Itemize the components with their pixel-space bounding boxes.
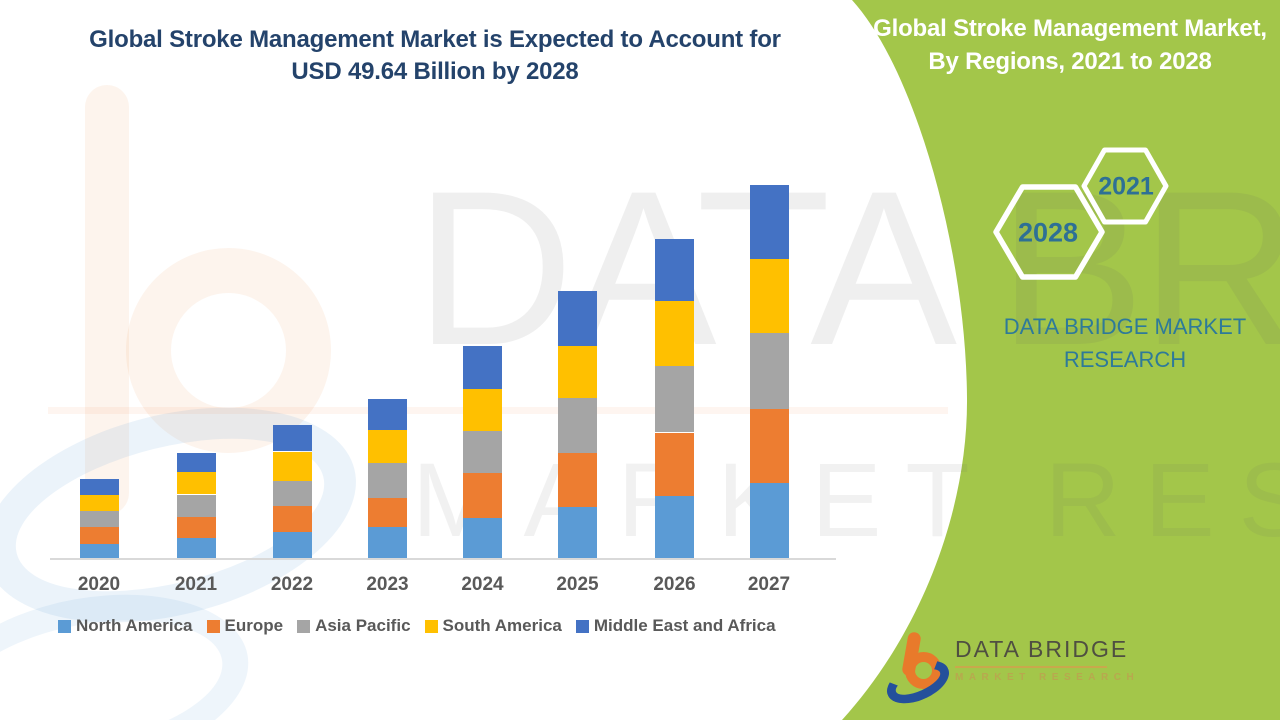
bar-segment-asia-pacific [655,366,694,433]
x-axis-label: 2027 [747,574,791,595]
bar-segment-south-america [272,451,312,481]
data-bridge-logo: DATA BRIDGE MARKET RESEARCH [880,630,1153,712]
bar-segment-south-america [368,429,407,464]
x-axis-line [50,558,836,560]
legend-label: South America [442,616,562,635]
bar-segment-north-america [655,495,694,559]
bar-segment-middle-east-and-africa [79,478,119,495]
bar-segment-asia-pacific [272,480,312,507]
bar-segment-europe [463,472,502,518]
bar-segment-europe [79,527,119,544]
bar-segment-south-america [79,494,119,512]
logo-underline [955,666,1107,668]
bar-segment-south-america [463,388,502,431]
bar-segment-south-america [558,345,597,398]
bar-segment-europe [558,452,597,507]
legend-label: Asia Pacific [315,616,411,635]
side-panel-heading-line1: Global Stroke Management Market, [873,15,1267,42]
bar-segment-middle-east-and-africa [463,345,502,389]
bar-segment-asia-pacific [749,332,789,409]
green-panel-shape [842,0,1280,720]
bar-segment-south-america [749,258,789,333]
bar-segment-north-america [463,517,502,559]
legend-item-north-america: North America [58,616,193,636]
bar-segment-north-america [79,543,119,559]
legend-swatch-icon [206,619,220,633]
legend-item-south-america: South America [424,616,562,636]
legend-label: Europe [224,616,284,635]
hexagon-2028-label: 2028 [1017,217,1079,248]
chart-title-line1: Global Stroke Management Market is Expec… [89,26,781,53]
x-axis-label: 2025 [556,574,599,595]
bar-segment-asia-pacific [558,397,597,453]
logo-b-bowl [905,652,942,689]
legend-swatch-icon [297,619,311,633]
bar-segment-middle-east-and-africa [558,290,597,346]
legend-item-asia-pacific: Asia Pacific [297,616,411,636]
logo-name: DATA BRIDGE [955,636,1129,662]
bar-segment-middle-east-and-africa [176,452,216,473]
bar-segment-south-america [176,472,216,495]
bar-segment-asia-pacific [79,511,119,528]
bar-segment-asia-pacific [176,494,216,518]
chart-title: Global Stroke Management Market is Expec… [70,24,800,88]
bar-segment-europe [176,517,216,538]
x-axis-label: 2026 [653,574,696,595]
x-axis-label: 2023 [366,574,409,595]
bar-segment-north-america [749,482,789,559]
bar-segment-europe [368,497,407,528]
side-panel-heading-line2: By Regions, 2021 to 2028 [928,48,1212,75]
bar-segment-asia-pacific [463,430,502,473]
legend-swatch-icon [424,619,438,633]
legend-item-middle-east-and-africa: Middle East and Africa [575,616,776,636]
chart-title-line2: USD 49.64 Billion by 2028 [291,58,579,85]
legend-swatch-icon [58,619,71,633]
logo-text-block: DATA BRIDGE MARKET RESEARCH [955,636,1139,683]
side-panel-heading: Global Stroke Management Market, By Regi… [868,12,1272,78]
bar-segment-middle-east-and-africa [655,238,694,301]
bar-segment-middle-east-and-africa [368,398,407,430]
x-axis-label: 2020 [77,574,121,595]
bar-segment-north-america [176,537,216,559]
legend-swatch-icon [575,619,589,633]
bar-segment-north-america [368,527,407,559]
bar-segment-europe [272,506,312,533]
legend-item-europe: Europe [206,616,284,636]
bar-segment-asia-pacific [368,463,407,498]
bar-segment-middle-east-and-africa [272,425,312,452]
hexagon-2021-outline [1081,147,1169,225]
x-axis-label: 2022 [270,574,314,595]
brand-wordmark-line2: RESEARCH [1063,347,1187,372]
x-axis-label: 2021 [174,574,218,595]
bar-segment-north-america [558,506,597,559]
legend-label: North America [76,616,193,635]
data-bridge-logo-icon [880,631,956,712]
bar-segment-south-america [655,300,694,367]
chart-legend: North America Europe Asia Pacific South Ame… [58,616,776,636]
hexagon-2028-outline [993,184,1105,280]
logo-subtitle: MARKET RESEARCH [955,672,1140,683]
legend-label: Middle East and Africa [593,616,776,635]
bar-segment-middle-east-and-africa [749,184,789,259]
x-axis-label: 2024 [461,574,504,595]
bar-segment-europe [655,432,694,496]
brand-wordmark: DATA BRIDGE MARKET RESEARCH [965,310,1280,376]
bar-segment-north-america [272,532,312,559]
hexagon-2021-label: 2021 [1098,172,1154,201]
bar-segment-europe [749,408,789,483]
brand-wordmark-line1: DATA BRIDGE MARKET [1003,314,1247,339]
